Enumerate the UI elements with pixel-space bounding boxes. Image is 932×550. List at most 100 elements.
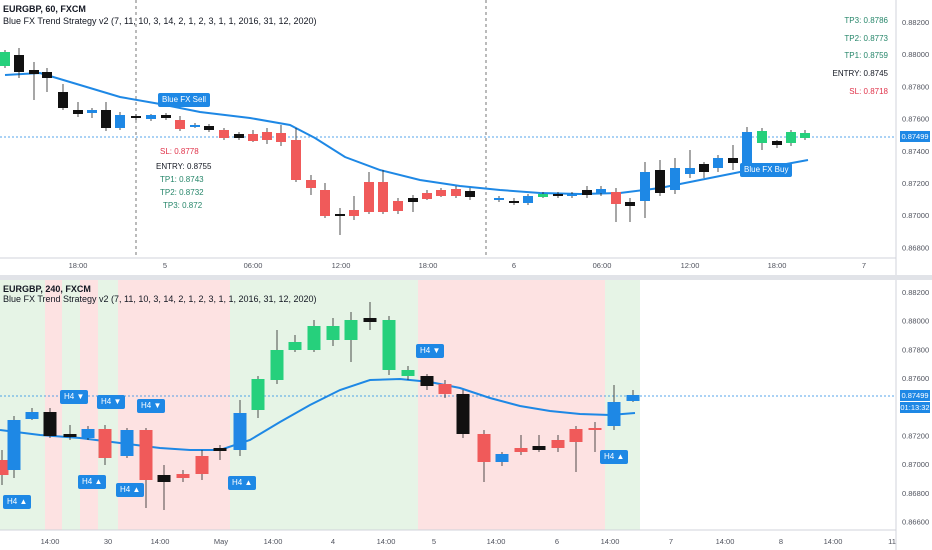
price-tick: 0.87000 [902, 460, 929, 469]
time-tick: 5 [432, 537, 436, 546]
time-tick: 06:00 [593, 261, 612, 270]
candle [307, 326, 321, 350]
time-tick: 18:00 [768, 261, 787, 270]
h4-sell-signal[interactable]: H4 ▼ [97, 395, 126, 409]
sell-signal-label[interactable]: Blue FX Sell [158, 93, 211, 107]
symbol-title-4h: EURGBP, 240, FXCM [3, 284, 91, 294]
candle [772, 141, 782, 145]
candle [640, 172, 650, 201]
candle [625, 202, 635, 206]
candle [382, 320, 396, 370]
candle [335, 214, 345, 216]
price-tick: 0.87200 [902, 432, 929, 441]
time-tick: 06:00 [244, 261, 263, 270]
h4-buy-signal[interactable]: H4 ▲ [3, 495, 32, 509]
candle [101, 110, 111, 128]
level-entry: ENTRY: 0.8755 [156, 162, 212, 171]
chart-4h-canvas[interactable]: 0.882000.880000.878000.876000.874000.872… [0, 280, 932, 550]
candle [139, 430, 153, 480]
time-tick: 14:00 [377, 537, 396, 546]
candle [465, 191, 475, 197]
time-tick: 14:00 [151, 537, 170, 546]
candle [25, 412, 39, 419]
price-tick: 0.86800 [902, 243, 929, 252]
candle [29, 70, 39, 74]
candle [87, 110, 97, 113]
candle [363, 318, 377, 322]
price-tick: 0.88000 [902, 317, 929, 326]
candle [120, 430, 134, 456]
indicator-title-4h: Blue FX Trend Strategy v2 (7, 11, 10, 3,… [3, 294, 317, 304]
candle [213, 448, 227, 451]
candle [514, 448, 528, 452]
current-price-label: 0.87499 [900, 131, 930, 142]
chart-pane-4h[interactable]: 0.882000.880000.878000.876000.874000.872… [0, 280, 932, 550]
candle [495, 454, 509, 462]
candle [408, 198, 418, 202]
level-tp3: TP3: 0.872 [163, 201, 203, 210]
candle [262, 132, 272, 140]
chart-1h-canvas[interactable]: 0.88200 0.88000 0.87800 0.87600 0.87400 0.872… [0, 0, 932, 275]
candle [456, 394, 470, 434]
time-tick: 8 [779, 537, 783, 546]
trend-zone [418, 280, 605, 530]
candle [63, 434, 77, 437]
h4-sell-signal[interactable]: H4 ▼ [137, 399, 166, 413]
price-tick: 0.88000 [902, 50, 929, 59]
candle [161, 115, 171, 118]
time-tick: 11 [888, 537, 896, 546]
candle [800, 133, 810, 138]
h4-buy-signal[interactable]: H4 ▲ [228, 476, 257, 490]
h4-buy-signal[interactable]: H4 ▲ [116, 483, 145, 497]
level-tp3: TP3: 0.8786 [844, 16, 888, 25]
candle [509, 201, 519, 203]
price-tick: 0.87600 [902, 374, 929, 383]
candle [393, 201, 403, 211]
candle [655, 170, 665, 193]
h4-sell-signal[interactable]: H4 ▼ [60, 390, 89, 404]
candle [588, 428, 602, 430]
h4-buy-signal[interactable]: H4 ▲ [600, 450, 629, 464]
candle [422, 193, 432, 199]
time-tick: 18:00 [419, 261, 438, 270]
candle [553, 194, 563, 196]
candle [349, 210, 359, 216]
buy-signal-label[interactable]: Blue FX Buy [740, 163, 793, 177]
price-tick: 0.87800 [902, 345, 929, 354]
time-tick: 7 [669, 537, 673, 546]
price-tick: 0.87800 [902, 82, 929, 91]
trend-ma-line [4, 71, 809, 196]
price-tick: 0.87200 [902, 179, 929, 188]
level-tp2: TP2: 0.8773 [844, 34, 888, 43]
candle [451, 189, 461, 196]
candle [306, 180, 316, 188]
candle [551, 440, 565, 448]
chart-pane-1h[interactable]: 0.88200 0.88000 0.87800 0.87600 0.87400 0.872… [0, 0, 932, 275]
h4-buy-signal[interactable]: H4 ▲ [78, 475, 107, 489]
candle [523, 196, 533, 203]
price-axis-1h: 0.88200 0.88000 0.87800 0.87600 0.87400 0.872… [902, 18, 929, 252]
indicator-title-1h: Blue FX Trend Strategy v2 (7, 11, 10, 3,… [3, 16, 317, 26]
candle [757, 131, 767, 143]
candle [607, 402, 621, 426]
time-tick: 6 [512, 261, 516, 270]
time-tick: 14:00 [487, 537, 506, 546]
time-tick: 30 [104, 537, 112, 546]
price-tick: 0.88200 [902, 18, 929, 27]
pane-divider[interactable] [0, 275, 932, 280]
time-tick: May [214, 537, 228, 546]
candle [157, 475, 171, 482]
candle [98, 429, 112, 458]
candles-4h [0, 302, 640, 510]
price-tick: 0.86800 [902, 489, 929, 498]
time-tick: 14:00 [716, 537, 735, 546]
price-tick: 0.87600 [902, 115, 929, 124]
candle [251, 379, 265, 410]
candle [195, 456, 209, 474]
candle [477, 434, 491, 462]
h4-sell-signal[interactable]: H4 ▼ [416, 344, 445, 358]
price-tick: 0.87400 [902, 147, 929, 156]
candle [436, 190, 446, 196]
trend-zone [0, 280, 45, 530]
time-tick: 12:00 [332, 261, 351, 270]
